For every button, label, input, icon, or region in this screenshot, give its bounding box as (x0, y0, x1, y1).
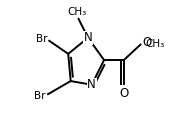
Text: N: N (84, 31, 92, 44)
Text: CH₃: CH₃ (146, 39, 165, 49)
Text: N: N (87, 78, 96, 91)
Text: O: O (142, 36, 152, 49)
Text: Br: Br (34, 91, 46, 101)
Text: CH₃: CH₃ (67, 7, 86, 17)
Text: Br: Br (36, 34, 47, 44)
Text: O: O (119, 87, 128, 100)
